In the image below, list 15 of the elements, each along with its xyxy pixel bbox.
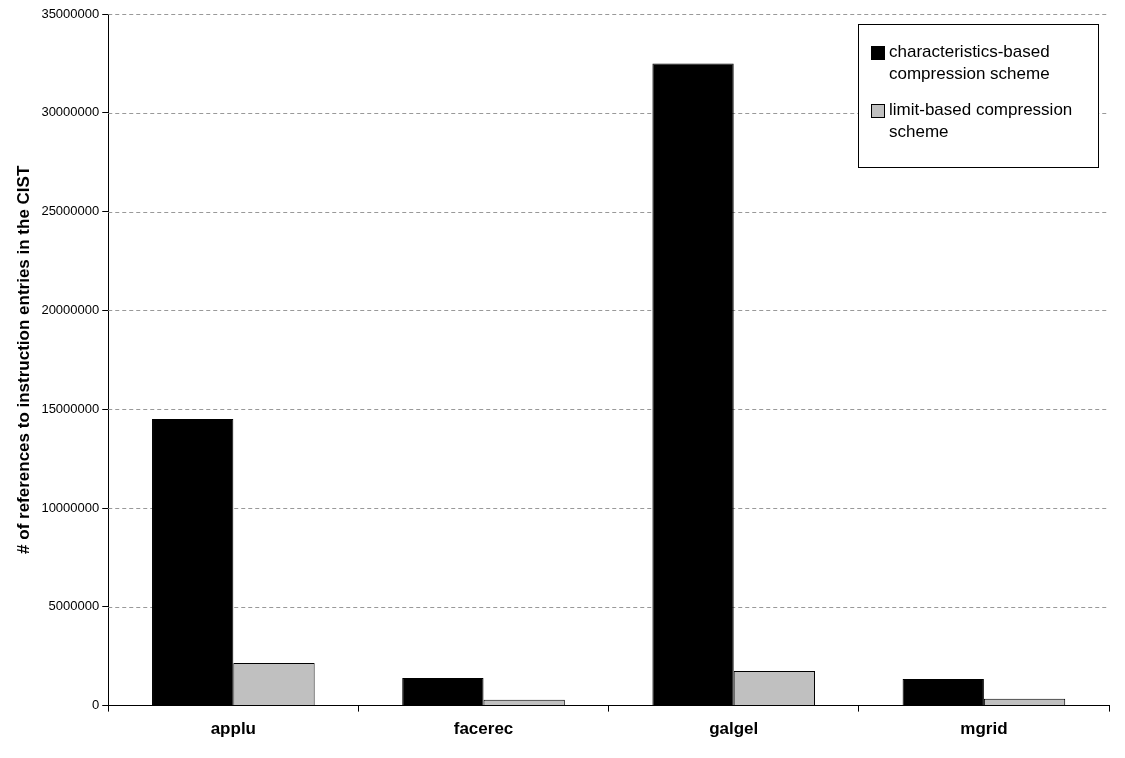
y-tick-label: 20000000	[41, 301, 100, 317]
y-tick-label: 30000000	[41, 104, 100, 120]
y-tick-label: 0	[92, 697, 100, 713]
y-tick-label: 15000000	[41, 400, 100, 416]
y-axis-title: # of references to instruction entries in the CIST	[13, 165, 33, 554]
legend-label: characteristics-based compression scheme	[889, 41, 1051, 85]
y-tick-label: 35000000	[41, 5, 100, 21]
y-tick-label: 5000000	[48, 598, 100, 614]
legend-label: limit-based compression scheme	[889, 99, 1074, 143]
x-tick-label: galgel	[709, 719, 759, 739]
x-tick-label: facerec	[453, 719, 514, 739]
y-tick-label: 25000000	[41, 203, 100, 219]
x-tick-label: mgrid	[960, 719, 1008, 739]
x-tick-label: applu	[210, 719, 257, 739]
y-tick-label: 10000000	[41, 499, 100, 515]
